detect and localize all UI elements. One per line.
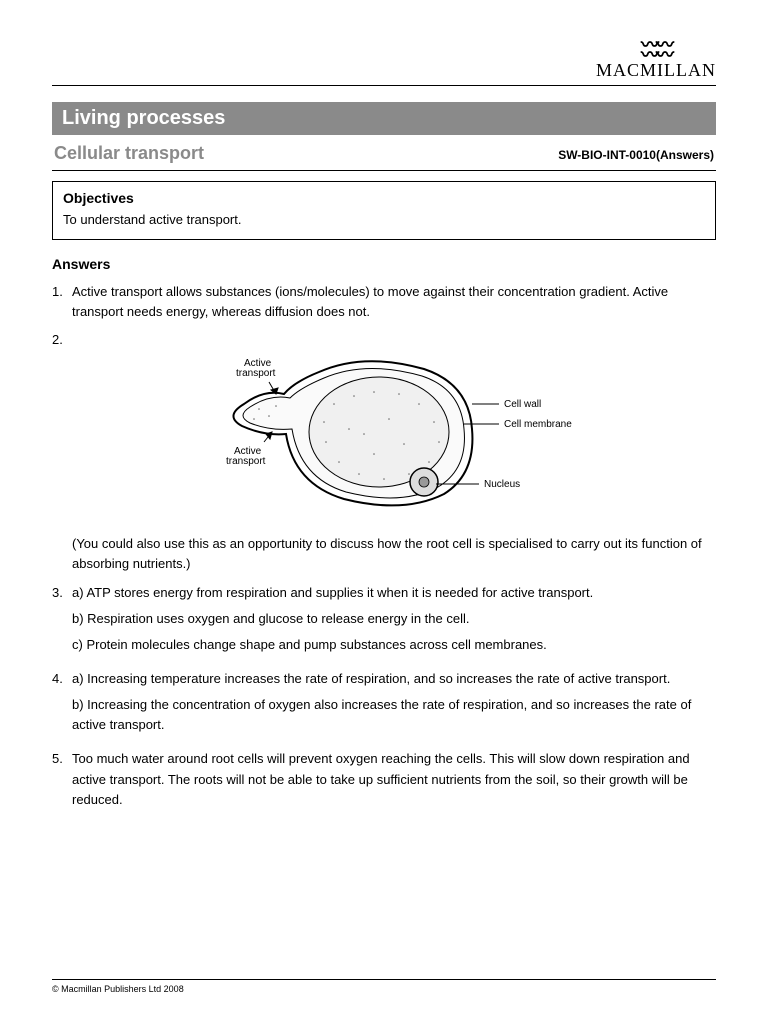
answer-4a: a) Increasing temperature increases the … bbox=[72, 669, 716, 689]
answers-heading: Answers bbox=[52, 256, 716, 272]
answer-content: Active transport Active transport Cell w… bbox=[72, 330, 716, 574]
answer-3a: a) ATP stores energy from respiration an… bbox=[72, 583, 716, 603]
answer-content: a) ATP stores energy from respiration an… bbox=[72, 583, 716, 661]
logo-waves-icon: 〰〰〰〰 bbox=[596, 40, 716, 60]
objectives-heading: Objectives bbox=[63, 190, 705, 206]
answers-list: 1. Active transport allows substances (i… bbox=[52, 282, 716, 818]
page-subtitle: Cellular transport bbox=[54, 143, 204, 164]
worksheet-page: 〰〰〰〰 MACMILLAN Living processes Cellular… bbox=[0, 0, 768, 1024]
answer-1: 1. Active transport allows substances (i… bbox=[52, 282, 716, 322]
objectives-box: Objectives To understand active transpor… bbox=[52, 181, 716, 240]
answer-3: 3. a) ATP stores energy from respiration… bbox=[52, 583, 716, 661]
logo-row: 〰〰〰〰 MACMILLAN bbox=[52, 40, 716, 81]
answer-2-note: (You could also use this as an opportuni… bbox=[72, 534, 716, 574]
page-footer: © Macmillan Publishers Ltd 2008 bbox=[52, 979, 716, 994]
nucleolus bbox=[419, 477, 429, 487]
answer-number: 3. bbox=[52, 583, 72, 661]
publisher-name: MACMILLAN bbox=[596, 60, 716, 81]
cell-diagram-wrap: Active transport Active transport Cell w… bbox=[72, 334, 716, 524]
publisher-logo: 〰〰〰〰 MACMILLAN bbox=[596, 40, 716, 81]
objectives-text: To understand active transport. bbox=[63, 212, 705, 227]
page-title-bar: Living processes bbox=[52, 102, 716, 135]
label-active-transport-top2: transport bbox=[236, 368, 276, 379]
answer-4: 4. a) Increasing temperature increases t… bbox=[52, 669, 716, 741]
copyright-text: © Macmillan Publishers Ltd 2008 bbox=[52, 984, 184, 994]
label-cell-wall: Cell wall bbox=[504, 399, 541, 410]
label-cell-membrane: Cell membrane bbox=[504, 419, 572, 430]
answer-number: 5. bbox=[52, 749, 72, 809]
answer-number: 4. bbox=[52, 669, 72, 741]
answer-2: 2. bbox=[52, 330, 716, 574]
answer-3c: c) Protein molecules change shape and pu… bbox=[72, 635, 716, 655]
label-nucleus: Nucleus bbox=[484, 479, 520, 490]
header-rule bbox=[52, 85, 716, 86]
answer-content: Too much water around root cells will pr… bbox=[72, 749, 716, 809]
answer-number: 1. bbox=[52, 282, 72, 322]
document-code: SW-BIO-INT-0010(Answers) bbox=[558, 148, 714, 162]
page-title: Living processes bbox=[62, 107, 225, 129]
answer-content: a) Increasing temperature increases the … bbox=[72, 669, 716, 741]
answer-3b: b) Respiration uses oxygen and glucose t… bbox=[72, 609, 716, 629]
answer-number: 2. bbox=[52, 330, 72, 574]
answer-content: Active transport allows substances (ions… bbox=[72, 282, 716, 322]
label-active-transport-bot2: transport bbox=[226, 456, 266, 467]
answer-5: 5. Too much water around root cells will… bbox=[52, 749, 716, 809]
cell-diagram: Active transport Active transport Cell w… bbox=[214, 334, 574, 524]
answer-4b: b) Increasing the concentration of oxyge… bbox=[72, 695, 716, 735]
subtitle-row: Cellular transport SW-BIO-INT-0010(Answe… bbox=[52, 135, 716, 171]
